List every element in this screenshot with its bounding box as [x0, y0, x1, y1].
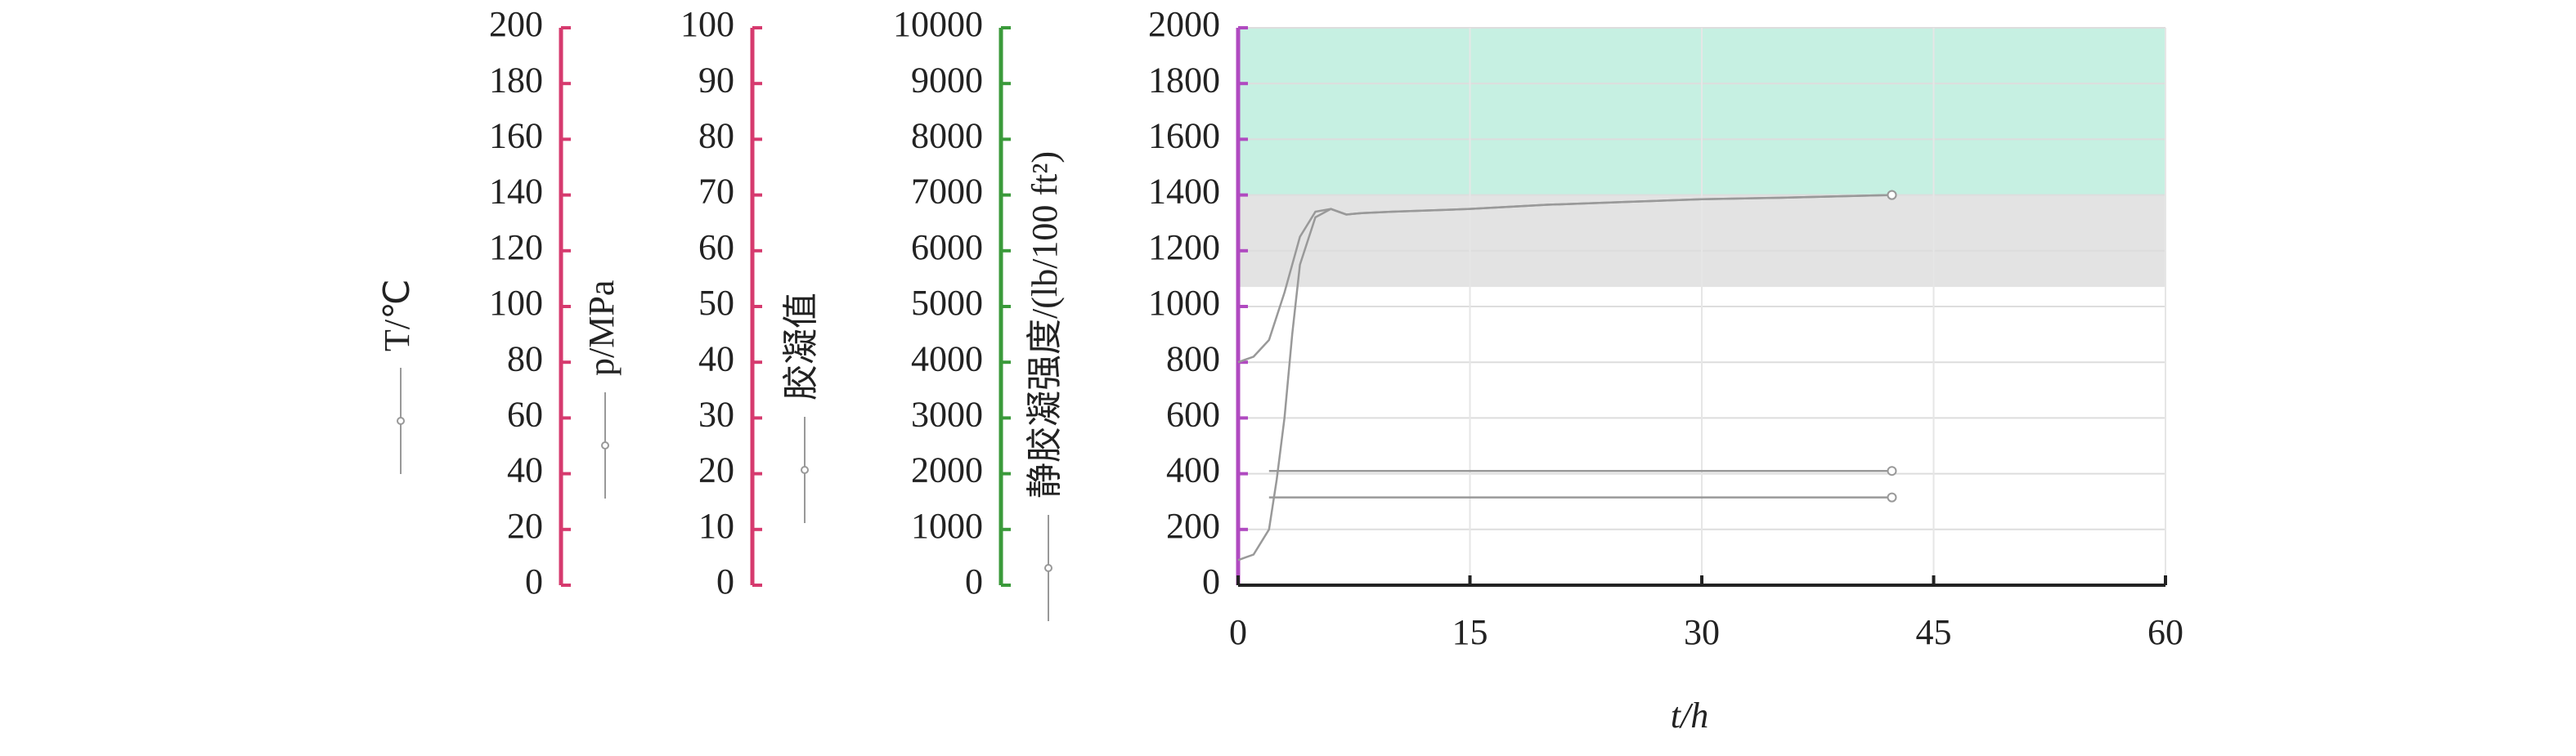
y-tick-label: 6000	[911, 227, 983, 267]
y-tick-label: 180	[489, 60, 543, 100]
y-tick-label: 200	[489, 4, 543, 44]
y-tick-label: 1000	[911, 506, 983, 546]
y-tick-label: 10	[698, 506, 734, 546]
y-tick-label: 800	[1166, 338, 1220, 378]
x-axis-title: t/h	[1671, 696, 1708, 736]
x-tick-label: 15	[1452, 612, 1488, 652]
legend-marker	[1044, 564, 1052, 572]
y-tick-label: 10000	[893, 4, 983, 44]
legend-marker	[601, 441, 609, 450]
y-tick-label: 40	[698, 338, 734, 378]
axis-title: 胶凝值	[781, 293, 821, 400]
y-tick-label: 140	[489, 172, 543, 212]
y-tick-label: 100	[680, 4, 734, 44]
y-tick-label: 120	[489, 227, 543, 267]
end-marker	[1887, 190, 1897, 200]
y-tick-label: 50	[698, 283, 734, 323]
y-tick-label: 1200	[1148, 227, 1220, 267]
end-marker	[1887, 492, 1897, 503]
axis-title: T/℃	[377, 279, 417, 351]
series-line	[1237, 194, 1892, 561]
y-tick-label: 0	[965, 561, 983, 602]
y-tick-label: 1600	[1148, 115, 1220, 155]
y-tick-label: 0	[716, 561, 734, 602]
axis-title: p/MPa	[581, 280, 622, 376]
y-tick-label: 9000	[911, 60, 983, 100]
y-tick-label: 80	[698, 115, 734, 155]
legend-marker	[397, 417, 405, 425]
y-tick-label: 100	[489, 283, 543, 323]
y-tick-label: 40	[507, 450, 543, 490]
y-tick-label: 1800	[1148, 60, 1220, 100]
x-tick-label: 45	[1916, 612, 1952, 652]
y-tick-label: 20	[698, 450, 734, 490]
y-tick-label: 0	[1202, 561, 1220, 602]
y-tick-label: 8000	[911, 115, 983, 155]
y-tick-label: 60	[698, 227, 734, 267]
y-tick-label: 200	[1166, 506, 1220, 546]
y-tick-label: 4000	[911, 338, 983, 378]
legend-marker	[801, 466, 809, 474]
y-tick-label: 7000	[911, 172, 983, 212]
y-tick-label: 2000	[1148, 4, 1220, 44]
y-tick-label: 80	[507, 338, 543, 378]
y-tick-label: 2000	[911, 450, 983, 490]
y-tick-label: 70	[698, 172, 734, 212]
y-tick-label: 600	[1166, 394, 1220, 434]
y-tick-label: 1000	[1148, 283, 1220, 323]
y-tick-label: 30	[698, 394, 734, 434]
y-tick-label: 3000	[911, 394, 983, 434]
y-tick-label: 20	[507, 506, 543, 546]
y-tick-label: 60	[507, 394, 543, 434]
y-tick-label: 160	[489, 115, 543, 155]
y-tick-label: 90	[698, 60, 734, 100]
end-marker	[1887, 466, 1897, 476]
y-tick-label: 5000	[911, 283, 983, 323]
x-tick-label: 30	[1684, 612, 1720, 652]
x-tick-label: 60	[2147, 612, 2183, 652]
y-tick-label: 0	[525, 561, 543, 602]
x-tick-label: 0	[1229, 612, 1247, 652]
y-tick-label: 1400	[1148, 172, 1220, 212]
y-tick-label: 400	[1166, 450, 1220, 490]
axis-title: 静胶凝强度/(lb/100 ft²)	[1025, 151, 1065, 499]
